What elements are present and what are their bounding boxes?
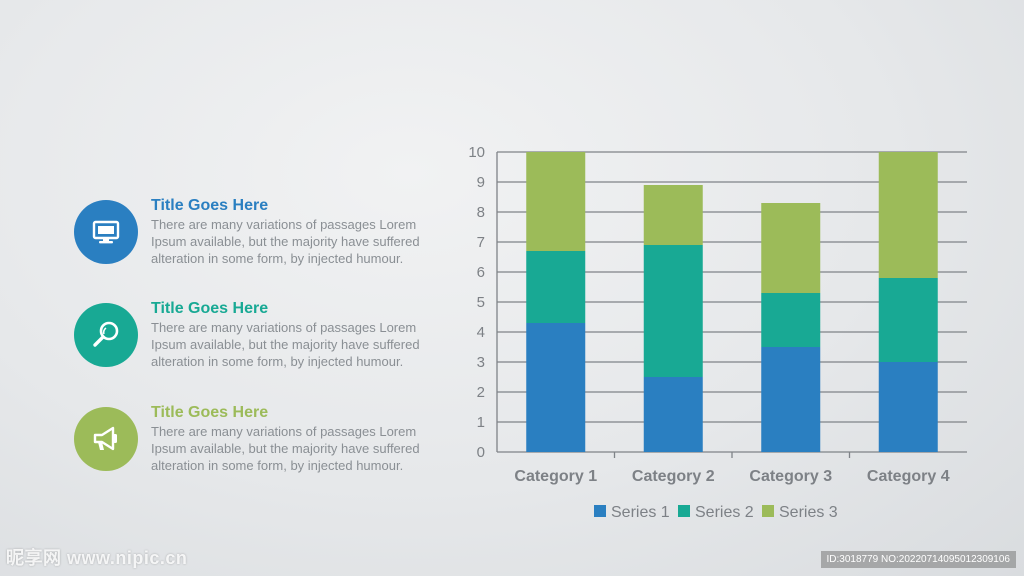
y-tick-label: 2	[477, 384, 485, 401]
y-tick-label: 9	[477, 174, 485, 191]
bar-3-series-3	[761, 203, 821, 293]
y-tick-label: 0	[477, 444, 485, 461]
feature-text-2: Title Goes Here There are many variation…	[151, 299, 451, 370]
y-tick-label: 6	[477, 264, 485, 281]
watermark-image-id: ID:3018779 NO:20220714095012309106	[820, 551, 1016, 568]
bar-3-series-2	[761, 293, 821, 347]
x-tick-label: Category 3	[749, 468, 832, 485]
legend-swatch-3	[762, 505, 774, 517]
bar-2-series-2	[643, 245, 703, 377]
bar-4-series-3	[878, 152, 938, 278]
x-tick-label: Category 2	[632, 468, 715, 485]
x-tick-label: Category 1	[514, 468, 597, 485]
feature-icon-circle-1	[74, 200, 138, 264]
feature-item-2: Title Goes Here There are many variation…	[74, 299, 454, 389]
bar-3-series-1	[761, 347, 821, 452]
megaphone-icon	[93, 426, 117, 451]
y-tick-label: 8	[477, 204, 485, 221]
legend-swatch-2	[678, 505, 690, 517]
y-tick-label: 1	[477, 414, 485, 431]
feature-title-2: Title Goes Here	[151, 300, 269, 317]
feature-text-3: Title Goes Here There are many variation…	[151, 403, 451, 474]
feature-text-1: Title Goes Here There are many variation…	[151, 196, 451, 267]
feature-icon-circle-2	[74, 303, 138, 367]
watermark-site-logo: 昵享网 www.nipic.cn	[6, 548, 188, 568]
legend-swatch-1	[594, 505, 606, 517]
legend-label-3: Series 3	[779, 504, 838, 521]
legend-label-2: Series 2	[695, 504, 754, 521]
legend-label-1: Series 1	[611, 504, 670, 521]
bar-4-series-1	[878, 362, 938, 452]
feature-description-3: There are many variations of passages Lo…	[151, 424, 420, 473]
x-tick-label: Category 4	[867, 468, 950, 485]
y-tick-label: 4	[477, 324, 485, 341]
y-tick-label: 5	[477, 294, 485, 311]
feature-title-3: Title Goes Here	[151, 404, 269, 421]
bar-1-series-1	[526, 323, 586, 452]
y-tick-label: 10	[468, 144, 485, 161]
monitor-icon	[92, 220, 120, 244]
magnifier-icon	[93, 321, 119, 347]
bar-1-series-2	[526, 251, 586, 323]
feature-icon-circle-3	[74, 407, 138, 471]
bar-2-series-3	[643, 185, 703, 245]
feature-item-1: Title Goes Here There are many variation…	[74, 196, 454, 286]
bar-1-series-3	[526, 152, 586, 251]
feature-title-1: Title Goes Here	[151, 197, 269, 214]
bar-2-series-1	[643, 377, 703, 452]
feature-description-2: There are many variations of passages Lo…	[151, 320, 420, 369]
bar-4-series-2	[878, 278, 938, 362]
feature-description-1: There are many variations of passages Lo…	[151, 217, 420, 266]
feature-item-3: Title Goes Here There are many variation…	[74, 403, 454, 493]
y-tick-label: 7	[477, 234, 485, 251]
y-tick-label: 3	[477, 354, 485, 371]
